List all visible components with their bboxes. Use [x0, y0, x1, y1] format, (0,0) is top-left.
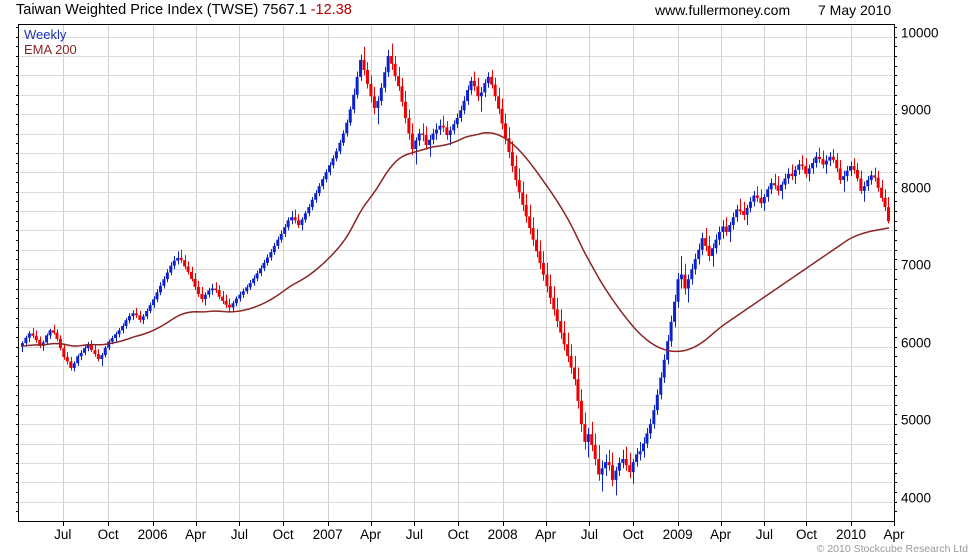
page-title: Taiwan Weighted Price Index (TWSE) 7567.… [16, 2, 352, 18]
x-axis-tick-label: Jul [755, 527, 773, 542]
chart-date: 7 May 2010 [818, 2, 892, 18]
x-axis-tick-label: Apr [883, 527, 905, 542]
x-axis-tick-label: 2007 [312, 527, 343, 542]
instrument-title: Taiwan Weighted Price Index (TWSE) 7567.… [16, 2, 307, 18]
website-label: www.fullermoney.com [655, 2, 791, 18]
x-axis-tick-label: 2008 [487, 527, 518, 542]
legend-item-weekly: Weekly [24, 27, 67, 42]
candlestick-series [20, 43, 890, 496]
chart-canvas [19, 25, 894, 521]
x-axis-tick-label: 2006 [137, 527, 168, 542]
x-axis-tick-label: Jul [580, 527, 598, 542]
y-axis-tick-label: 4000 [901, 490, 932, 506]
x-axis-tick-label: Oct [622, 527, 644, 542]
x-axis-tick-label: Oct [272, 527, 294, 542]
chart-plot-area [18, 24, 895, 522]
y-axis-tick-label: 9000 [901, 102, 932, 118]
x-axis-tick-label: Jul [54, 527, 72, 542]
y-axis-tick-label: 7000 [901, 257, 932, 273]
x-axis-tick-label: Oct [97, 527, 119, 542]
x-axis-tick-label: Apr [185, 527, 207, 542]
chart-legend: Weekly EMA 200 [24, 27, 77, 57]
x-axis-tick-label: Oct [447, 527, 469, 542]
y-axis-tick-label: 6000 [901, 335, 932, 351]
x-axis-tick-label: Apr [710, 527, 732, 542]
x-axis-tick-label: Apr [360, 527, 382, 542]
ema-200-line [21, 131, 890, 353]
legend-item-ema200: EMA 200 [24, 42, 77, 57]
chart-header: Taiwan Weighted Price Index (TWSE) 7567.… [0, 0, 980, 24]
copyright-notice: © 2010 Stockcube Research Ltd [816, 543, 968, 555]
x-axis-tick-label: Jul [230, 527, 248, 542]
x-axis-tick-label: 2010 [836, 527, 867, 542]
x-axis-tick-label: 2009 [662, 527, 693, 542]
y-axis-tick-label: 8000 [901, 180, 932, 196]
x-axis-tick-label: Oct [795, 527, 818, 542]
y-axis-tick-label: 10000 [901, 25, 939, 41]
x-axis-tick-label: Jul [405, 527, 423, 542]
x-axis-tick-label: Apr [535, 527, 557, 542]
y-axis-tick-label: 5000 [901, 412, 932, 428]
price-change: -12.38 [310, 2, 352, 18]
